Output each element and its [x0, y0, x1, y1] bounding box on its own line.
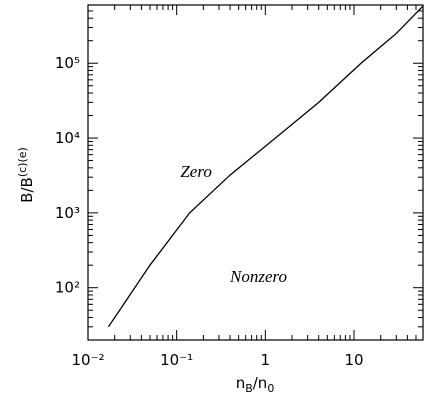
x-axis-label: nB/n0 [236, 374, 275, 395]
data-line [107, 5, 424, 328]
y-tick-label: 10² [55, 279, 80, 297]
annotation: Nonzero [229, 267, 287, 286]
plot-frame [87, 4, 424, 341]
y-tick-label: 10⁴ [55, 129, 80, 147]
x-tick-label: 1 [261, 351, 271, 369]
y-label-sup: (c)(e) [16, 147, 29, 177]
y-tick-label: 10⁵ [55, 54, 80, 72]
y-label-part: B/B [18, 177, 36, 203]
x-label-sub: B [245, 382, 253, 395]
x-tick-label: 10⁻¹ [160, 351, 193, 369]
y-axis-label: B/B(c)(e) [16, 147, 36, 203]
annotation: Zero [180, 162, 212, 181]
x-label-part: n [236, 374, 246, 392]
x-tick-label: 10 [344, 351, 363, 369]
x-label-sub: 0 [267, 382, 274, 395]
y-tick-label: 10³ [55, 204, 80, 222]
x-tick-label: 10⁻² [71, 351, 104, 369]
x-label-part: /n [253, 374, 268, 392]
